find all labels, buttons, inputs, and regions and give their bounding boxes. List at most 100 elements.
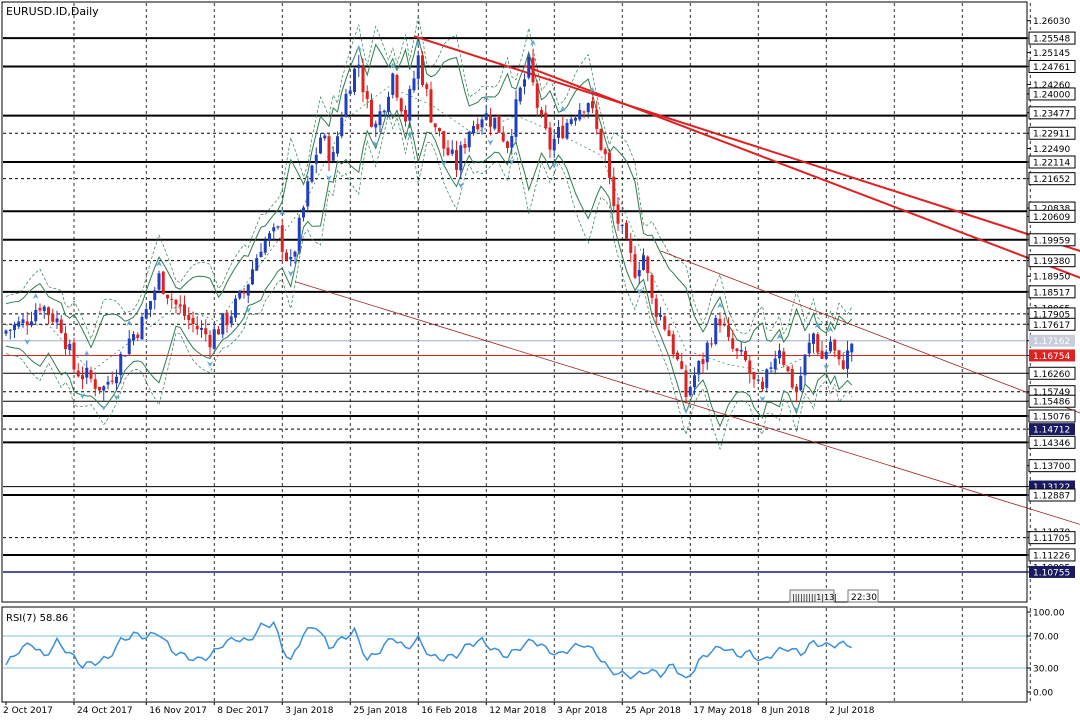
candle-bear (761, 382, 764, 389)
candle-bear (680, 361, 683, 369)
candle-bull (128, 339, 131, 355)
candle-bull (574, 118, 577, 121)
candle-bull (740, 350, 743, 352)
price-axis-label: 1.16260 (1033, 370, 1070, 380)
candle-bear (243, 292, 246, 293)
price-axis-label: 1.25548 (1033, 35, 1070, 45)
price-axis-label: 1.17617 (1033, 321, 1070, 331)
candle-bear (209, 335, 212, 347)
candle-bear (404, 110, 407, 121)
candle-bull (468, 132, 471, 148)
candle-bull (277, 226, 280, 227)
candle-bull (340, 118, 343, 137)
candle-bear (77, 371, 80, 377)
candle-bull (493, 118, 496, 129)
candle-bear (595, 110, 598, 129)
candle-bull (311, 166, 314, 182)
candle-bear (434, 123, 437, 127)
candle-bull (357, 65, 360, 68)
time-axis-label: 17 May 2018 (693, 706, 752, 716)
candle-bear (604, 149, 607, 154)
time-axis-label: 2 Oct 2017 (3, 706, 53, 716)
candle-bear (629, 240, 632, 253)
tick-chart-button[interactable]: |||||||||1|13| (790, 590, 837, 602)
candle-bull (349, 90, 352, 94)
price-axis-label: 1.15076 (1033, 413, 1070, 423)
candle-bull (693, 375, 696, 387)
candle-bear (532, 58, 535, 83)
candle-bull (417, 55, 420, 78)
candle-bull (238, 291, 241, 298)
candle-bull (774, 359, 777, 370)
candle-bear (583, 112, 586, 113)
candle-bear (685, 370, 688, 397)
candle-bear (489, 115, 492, 126)
candle-bear (502, 132, 505, 141)
candle-bull (158, 273, 161, 289)
candle-bear (498, 116, 501, 133)
candle-bear (821, 351, 824, 359)
candle-bull (115, 377, 118, 384)
candle-bear (791, 369, 794, 388)
candle-bull (272, 227, 275, 231)
price-axis-label: 1.15486 (1033, 398, 1070, 408)
candle-bull (413, 78, 416, 90)
price-axis-label: 1.25145 (1033, 49, 1070, 59)
candle-bull (553, 139, 556, 151)
candle-bear (285, 253, 288, 260)
candle-bull (510, 136, 513, 148)
candle-bear (676, 353, 679, 360)
candle-bull (221, 313, 224, 334)
price-axis-label: 1.23477 (1033, 109, 1070, 119)
candle-bear (833, 340, 836, 351)
candle-bull (22, 319, 25, 323)
candle-bull (799, 376, 802, 390)
candle-bear (625, 223, 628, 239)
candle-bear (842, 360, 845, 369)
time-axis-label: 16 Nov 2017 (149, 706, 207, 716)
candle-bear (192, 318, 195, 324)
price-axis-label: 1.24000 (1033, 90, 1070, 100)
time-axis-label: 24 Oct 2017 (77, 706, 133, 716)
candle-bull (379, 111, 382, 125)
candle-bull (294, 252, 297, 257)
price-axis-label: 1.24761 (1033, 63, 1070, 73)
candle-bull (391, 73, 394, 94)
candle-bear (727, 325, 730, 337)
candle-bear (73, 342, 76, 369)
candle-bull (9, 330, 12, 331)
candle-bear (736, 349, 739, 352)
price-axis-label: 1.22490 (1033, 145, 1070, 155)
candle-bull (124, 356, 127, 357)
candle-bull (102, 386, 105, 390)
candle-bull (34, 310, 37, 321)
candle-bear (447, 148, 450, 155)
candle-bull (697, 361, 700, 374)
price-axis-label: 1.22114 (1033, 159, 1070, 169)
candle-bear (204, 328, 207, 334)
candle-bear (187, 315, 190, 320)
candle-bear (98, 387, 101, 391)
price-axis-label: 1.11705 (1033, 534, 1070, 544)
candle-bull (68, 344, 71, 350)
price-axis-label: 1.11226 (1033, 551, 1070, 561)
candle-bear (600, 129, 603, 150)
time-axis-label: 16 Feb 2018 (421, 706, 477, 716)
price-axis-label: 1.18950 (1033, 273, 1070, 283)
candle-bull (43, 307, 46, 312)
time-axis-label: 8 Jun 2018 (761, 706, 810, 716)
candle-bull (566, 123, 569, 138)
candle-bull (213, 329, 216, 348)
candle-bear (663, 316, 666, 329)
candle-bear (476, 124, 479, 129)
candle-bear (136, 335, 139, 338)
candle-bull (472, 126, 475, 133)
candle-bear (506, 141, 509, 148)
candle-bear (723, 324, 726, 325)
candle-bear (787, 366, 790, 371)
candle-bear (328, 136, 331, 161)
candle-bear (782, 351, 785, 364)
candle-bear (672, 334, 675, 354)
candle-bull (149, 301, 152, 309)
